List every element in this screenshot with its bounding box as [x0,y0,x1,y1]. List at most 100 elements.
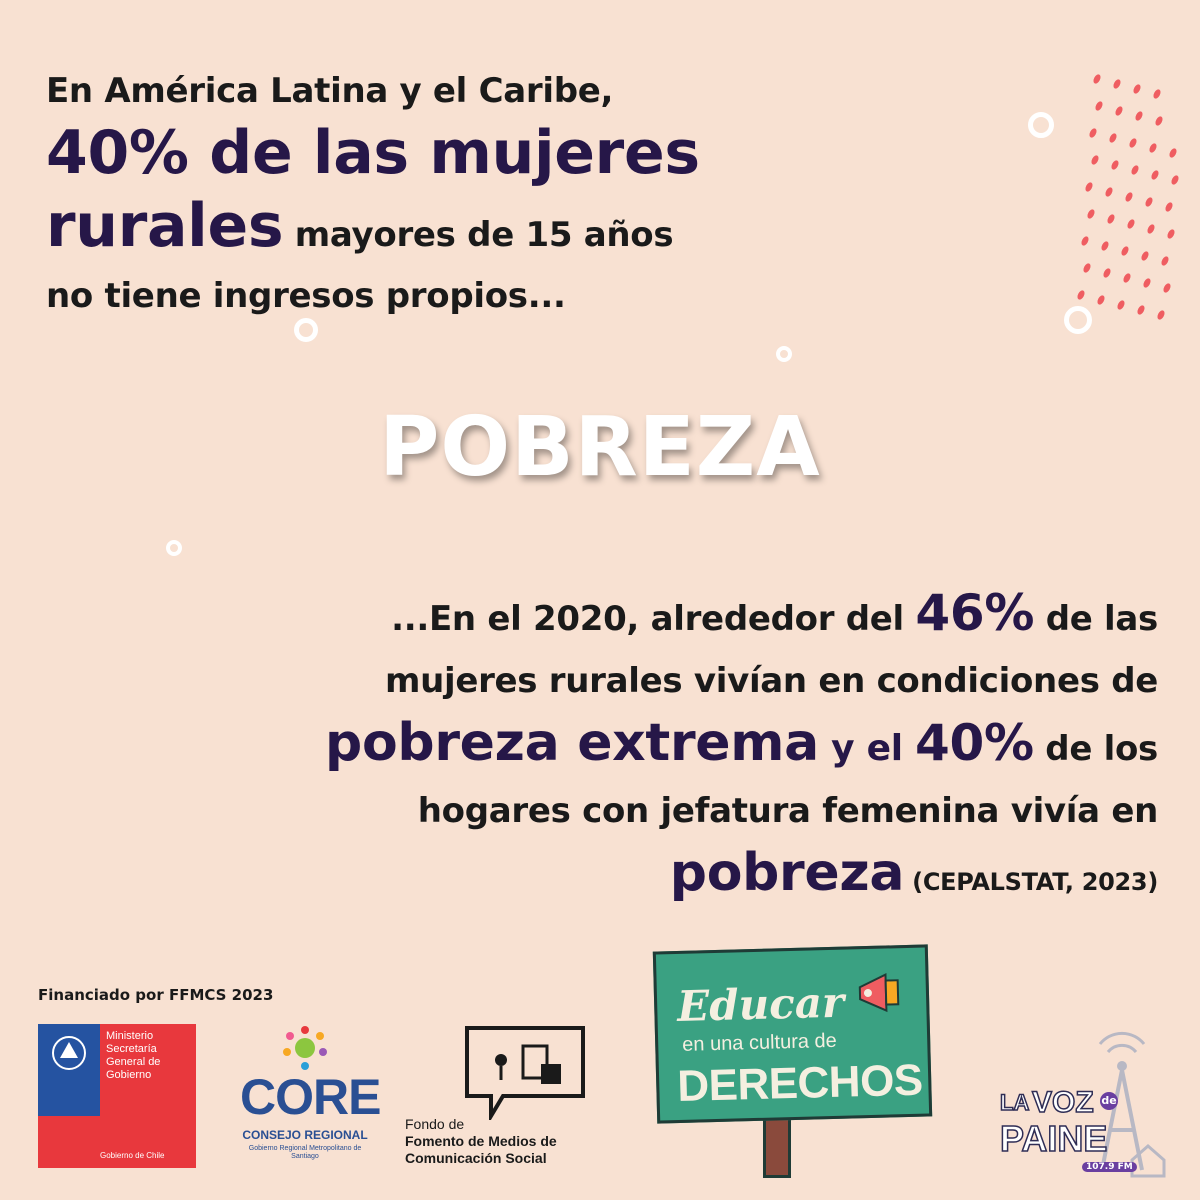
radio-de: de [1100,1092,1118,1110]
ministerio-logo-red [100,1024,196,1168]
headline-line-2: 40% de las mujeres [46,118,700,188]
radio-paine: PAINE [999,1117,1108,1160]
red-dot [1096,294,1106,306]
red-dot [1152,88,1162,100]
red-dot [1090,154,1100,166]
red-dot [1170,174,1180,186]
core-logo: CORE CONSEJO REGIONAL Gobierno Regional … [240,1024,381,1164]
headline-line-1: En América Latina y el Caribe, [46,71,614,111]
headline-line-3-rest: mayores de 15 años [283,215,674,255]
headline-line-3: rurales mayores de 15 años [46,190,806,271]
red-dot [1132,83,1142,95]
body-line-5: pobreza (CEPALSTAT, 2023) [178,842,1159,913]
red-dot [1168,147,1178,159]
ring-decoration [1028,112,1054,138]
red-dot [1166,228,1176,240]
core-dots-icon [283,1026,327,1070]
headline-rurales: rurales [46,191,284,261]
body-l1-post: de las [1034,599,1159,639]
core-subtitle: CONSEJO REGIONAL [242,1128,368,1142]
ministerio-footer: Gobierno de Chile [100,1151,165,1160]
coat-of-arms-icon [52,1036,86,1070]
fondo-line-2: Fomento de Medios de [405,1133,557,1149]
ring-decoration [166,540,182,556]
red-dot [1108,132,1118,144]
ministerio-line: Gobierno [106,1069,152,1081]
red-dot [1088,127,1098,139]
body-l1-pre: ...En el 2020, alrededor del [391,599,916,639]
megaphone-icon [858,972,900,1013]
body-text: ...En el 2020, alrededor del 46% de las … [178,582,1158,913]
fondo-text: Fondo de Fomento de Medios de Comunicaci… [405,1116,557,1167]
red-dot [1122,272,1132,284]
red-dot [1134,110,1144,122]
sign-middle-text: en una cultura de [681,1029,838,1056]
red-dot [1150,169,1160,181]
red-dot [1086,208,1096,220]
red-dot [1084,181,1094,193]
red-dot [1104,186,1114,198]
red-dot [1142,277,1152,289]
body-l3-post: de los [1033,729,1158,769]
red-dot [1164,201,1174,213]
ministerio-line: Ministerio [106,1030,154,1042]
headline: En América Latina y el Caribe, 40% de la… [46,66,806,321]
core-subtitle-2: Gobierno Regional Metropolitano de Santi… [248,1145,362,1160]
red-dot [1156,309,1166,321]
radio-tower-icon [1098,1031,1166,1178]
stat-46: 46% [915,584,1035,642]
red-dot [1154,115,1164,127]
red-dot [1082,262,1092,274]
radio-la: LA [999,1089,1030,1116]
red-dot [1120,245,1130,257]
red-dot [1092,73,1102,85]
red-dot [1106,213,1116,225]
red-dot [1144,196,1154,208]
red-dot [1080,235,1090,247]
red-dot [1110,159,1120,171]
body-l3-mid: y el [818,728,915,769]
body-line-2: mujeres rurales vivían en condiciones de [384,661,1158,701]
red-dot [1130,164,1140,176]
speech-bubble-icon [465,1026,585,1120]
radio-voz: VOZ [1031,1085,1094,1120]
red-dot [1114,105,1124,117]
red-dot [1102,267,1112,279]
red-dot [1148,142,1158,154]
stat-40: 40% [914,714,1034,772]
sign-derechos: DERECHOS [676,1055,924,1112]
fondo-line-1: Fondo de [405,1116,465,1132]
pobreza-extrema: pobreza extrema [325,713,819,773]
ring-decoration [776,346,792,362]
page-title: POBREZA [379,400,821,495]
radio-frequency: 107.9 FM [1082,1162,1137,1172]
ministerio-logo: Ministerio Secretaría General de Gobiern… [38,1024,196,1168]
red-dot [1136,304,1146,316]
core-word: CORE [240,1069,381,1125]
sign-educar: Educar [676,977,845,1031]
educar-sign: Educar en una cultura de DERECHOS [652,944,933,1178]
red-dot [1076,289,1086,301]
red-dot [1112,78,1122,90]
sign-post [763,1116,791,1178]
red-dot [1146,223,1156,235]
red-dot [1128,137,1138,149]
source-citation: (CEPALSTAT, 2023) [904,868,1158,896]
body-line-1: ...En el 2020, alrededor del 46% de las [178,582,1158,650]
ministerio-line: General de [106,1056,161,1068]
ring-decoration [1064,306,1092,334]
funded-by: Financiado por FFMCS 2023 [38,986,274,1004]
ministerio-line: Secretaría [106,1043,157,1055]
ministerio-logo-red-lower [38,1116,100,1168]
red-dot [1126,218,1136,230]
red-dot [1162,282,1172,294]
red-dot [1140,250,1150,262]
headline-line-4: no tiene ingresos propios... [46,276,566,316]
radio-logo: LA VOZ de PAINE 107.9 FM [990,1030,1180,1180]
pobreza-word: pobreza [669,843,905,903]
ring-decoration [294,318,318,342]
red-dot [1124,191,1134,203]
fondo-logo: Fondo de Fomento de Medios de Comunicaci… [405,1024,605,1174]
red-dot [1160,255,1170,267]
